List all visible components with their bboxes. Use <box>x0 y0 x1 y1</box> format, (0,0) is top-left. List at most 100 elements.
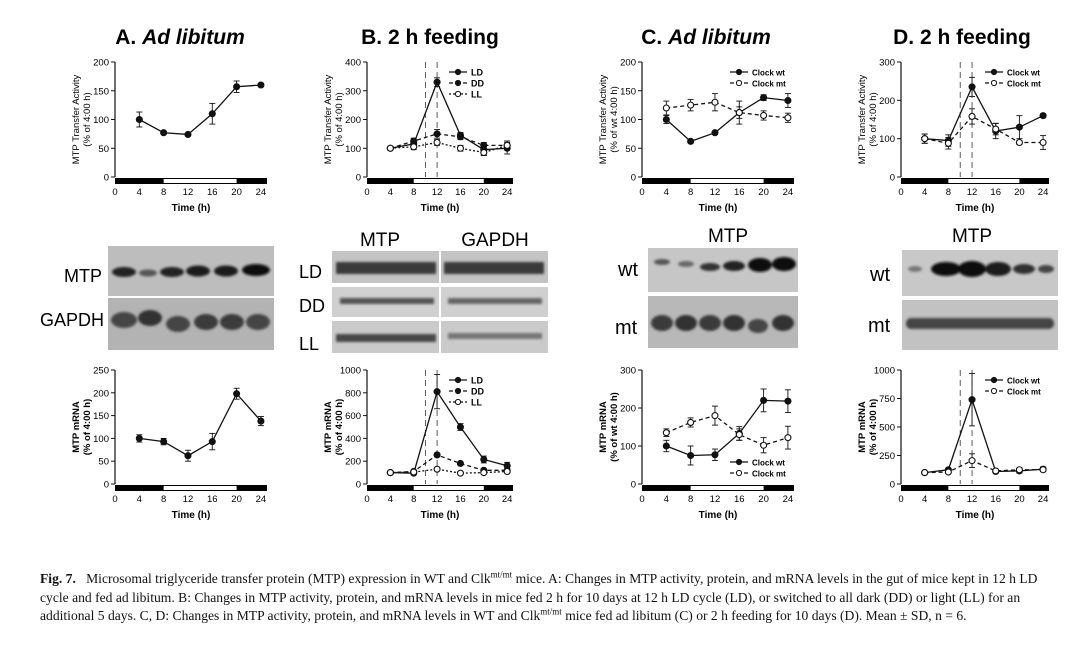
figure-canvas: A. Ad libitum B. 2 h feeding C. Ad libit… <box>40 26 1058 521</box>
blot-d-row-mt: mt <box>868 315 891 337</box>
A-mrna-y-tick-label: 100 <box>93 434 109 445</box>
C-mrna-data-point <box>711 412 719 420</box>
B-mrna-y-tick-label: 1000 <box>340 366 361 377</box>
caption-label: Fig. 7. <box>40 571 76 586</box>
B-activity-x-tick-label: 16 <box>455 187 466 198</box>
blot-d-bands <box>906 261 1054 329</box>
C-activity-data-point <box>662 115 670 124</box>
blot-a-label-gapdh: GAPDH <box>40 310 104 330</box>
C-activity-legend-label: Clock mt <box>752 80 786 89</box>
C-activity-data-point <box>760 111 768 120</box>
D-mrna-series-clock-mt <box>921 453 1047 477</box>
D-mrna-data-point <box>1015 466 1023 474</box>
B-mrna-legend-marker <box>454 398 462 406</box>
B-activity-data-point <box>433 130 441 138</box>
B-mrna-y-label: (% of 4:00 h) <box>334 399 345 455</box>
C-mrna-data-point <box>687 451 695 460</box>
C-activity-y-tick-label: 50 <box>625 144 636 155</box>
blot-b-row-ll: LL <box>299 334 319 354</box>
D-activity-data-point <box>968 112 976 120</box>
B-mrna-legend-marker <box>454 387 462 395</box>
C-mrna-x-tick-label: 8 <box>688 494 693 505</box>
A-mrna-data-point <box>184 452 192 460</box>
C-mrna-y-tick-label: 100 <box>620 442 636 453</box>
B-mrna-data-point <box>456 459 464 468</box>
A-activity-x-tick-label: 24 <box>256 187 267 198</box>
B-activity-legend-label: LL <box>471 90 482 100</box>
D-activity-x-tick-label: 4 <box>922 187 927 198</box>
B-mrna-series-line <box>390 454 508 474</box>
C-activity-y-label: (% of wt 4:00 h) <box>609 86 620 153</box>
C-mrna-y-label: MTP mRNA <box>598 401 609 453</box>
A-activity-x-tick-label: 0 <box>112 187 117 198</box>
C-activity-y-label: MTP Transfer Activity <box>598 74 609 164</box>
A-activity-series-main <box>135 80 265 138</box>
A-mrna-x-tick-label: 4 <box>137 494 142 505</box>
D-activity-x-tick-label: 12 <box>967 187 978 198</box>
B-mrna-y-tick-label: 800 <box>345 388 361 399</box>
figure-caption: Fig. 7. Microsomal triglyceride transfer… <box>40 570 1052 626</box>
A-activity-y-tick-label: 50 <box>98 144 109 155</box>
D-activity-x-tick-label: 8 <box>946 187 951 198</box>
C-activity-series-line <box>665 96 788 143</box>
B-activity-x-label: Time (h) <box>421 203 460 214</box>
A-mrna-data-point <box>233 390 241 398</box>
A-mrna-data-point <box>208 438 216 446</box>
A-mrna-y-tick-label: 150 <box>93 411 109 422</box>
D-mrna-y-tick-label: 750 <box>879 394 895 405</box>
A-mrna-x-tick-label: 16 <box>207 494 218 505</box>
A-mrna-series-line <box>139 392 262 457</box>
C-mrna-y-tick-label: 200 <box>620 404 636 415</box>
C-activity-x-tick-label: 24 <box>783 187 794 198</box>
B-mrna-x-tick-label: 24 <box>502 494 513 505</box>
blot-d-row-wt: wt <box>869 264 890 286</box>
A-activity-x-label: Time (h) <box>172 203 211 214</box>
D-mrna-x-tick-label: 0 <box>898 494 903 505</box>
A-activity-y-label: (% of 4:00 h) <box>82 92 93 146</box>
C-mrna-data-point <box>760 441 768 449</box>
D-activity-legend-label: Clock wt <box>1007 69 1040 78</box>
D-activity-x-tick-label: 20 <box>1014 187 1025 198</box>
C-activity-x-tick-label: 16 <box>734 187 745 198</box>
chart-d-mrna: 0 250 500 750 1000 MTP mRNA (% of 4:00 h) 0 4 8 12… <box>857 366 1049 521</box>
D-activity-data-point <box>968 83 976 91</box>
chart-c-mrna: 0 100 200 300 MTP mRNA (% of wt 4:00 h) 0 4 8 12 1… <box>598 366 794 521</box>
B-mrna-legend-marker <box>454 376 462 384</box>
B-activity-y-tick-label: 0 <box>356 173 361 184</box>
C-mrna-y-tick-label: 0 <box>631 480 636 491</box>
D-mrna-x-tick-label: 12 <box>967 494 978 505</box>
B-mrna-y-label: MTP mRNA <box>323 401 334 453</box>
D-mrna-x-tick-label: 8 <box>946 494 951 505</box>
D-mrna-data-point <box>992 467 1000 475</box>
D-activity-y-label: (% of 4:00 h) <box>868 92 879 146</box>
A-mrna-y-tick-label: 50 <box>98 457 109 468</box>
C-mrna-x-tick-label: 24 <box>783 494 794 505</box>
D-mrna-x-tick-label: 4 <box>922 494 927 505</box>
D-activity-data-point <box>992 125 1000 133</box>
A-activity-y-tick-label: 200 <box>93 58 109 69</box>
D-mrna-data-point <box>968 396 976 404</box>
A-activity-data-point <box>135 115 143 124</box>
B-mrna-data-point <box>433 465 441 473</box>
D-activity-legend-marker <box>990 68 998 76</box>
B-mrna-data-point <box>456 469 464 477</box>
C-mrna-x-tick-label: 20 <box>758 494 769 505</box>
caption-text-post: mice fed ad libitum (C) or 2 h feeding f… <box>561 608 967 623</box>
caption-text-mid: mice. A: Changes in MTP activity, protei… <box>40 571 1038 623</box>
blot-a: MTP GAPDH <box>40 246 274 350</box>
D-mrna-y-tick-label: 0 <box>890 480 895 491</box>
D-activity-series-line <box>924 85 1044 142</box>
C-mrna-series-line <box>666 399 788 457</box>
B-mrna-data-point <box>386 469 394 477</box>
D-activity-legend-marker <box>990 79 998 87</box>
B-mrna-data-point <box>480 455 488 464</box>
D-activity-x-tick-label: 0 <box>898 187 903 198</box>
B-mrna-data-point <box>433 388 441 396</box>
D-mrna-x-tick-label: 20 <box>1014 494 1025 505</box>
chart-a-mrna: 0 50 100 150 200 250 MTP mRNA (% of 4:00 h) 0 4 8 1… <box>71 366 267 521</box>
B-activity-series-line <box>390 80 508 151</box>
B-mrna-x-tick-label: 8 <box>411 494 416 505</box>
B-mrna-x-tick-label: 0 <box>364 494 369 505</box>
